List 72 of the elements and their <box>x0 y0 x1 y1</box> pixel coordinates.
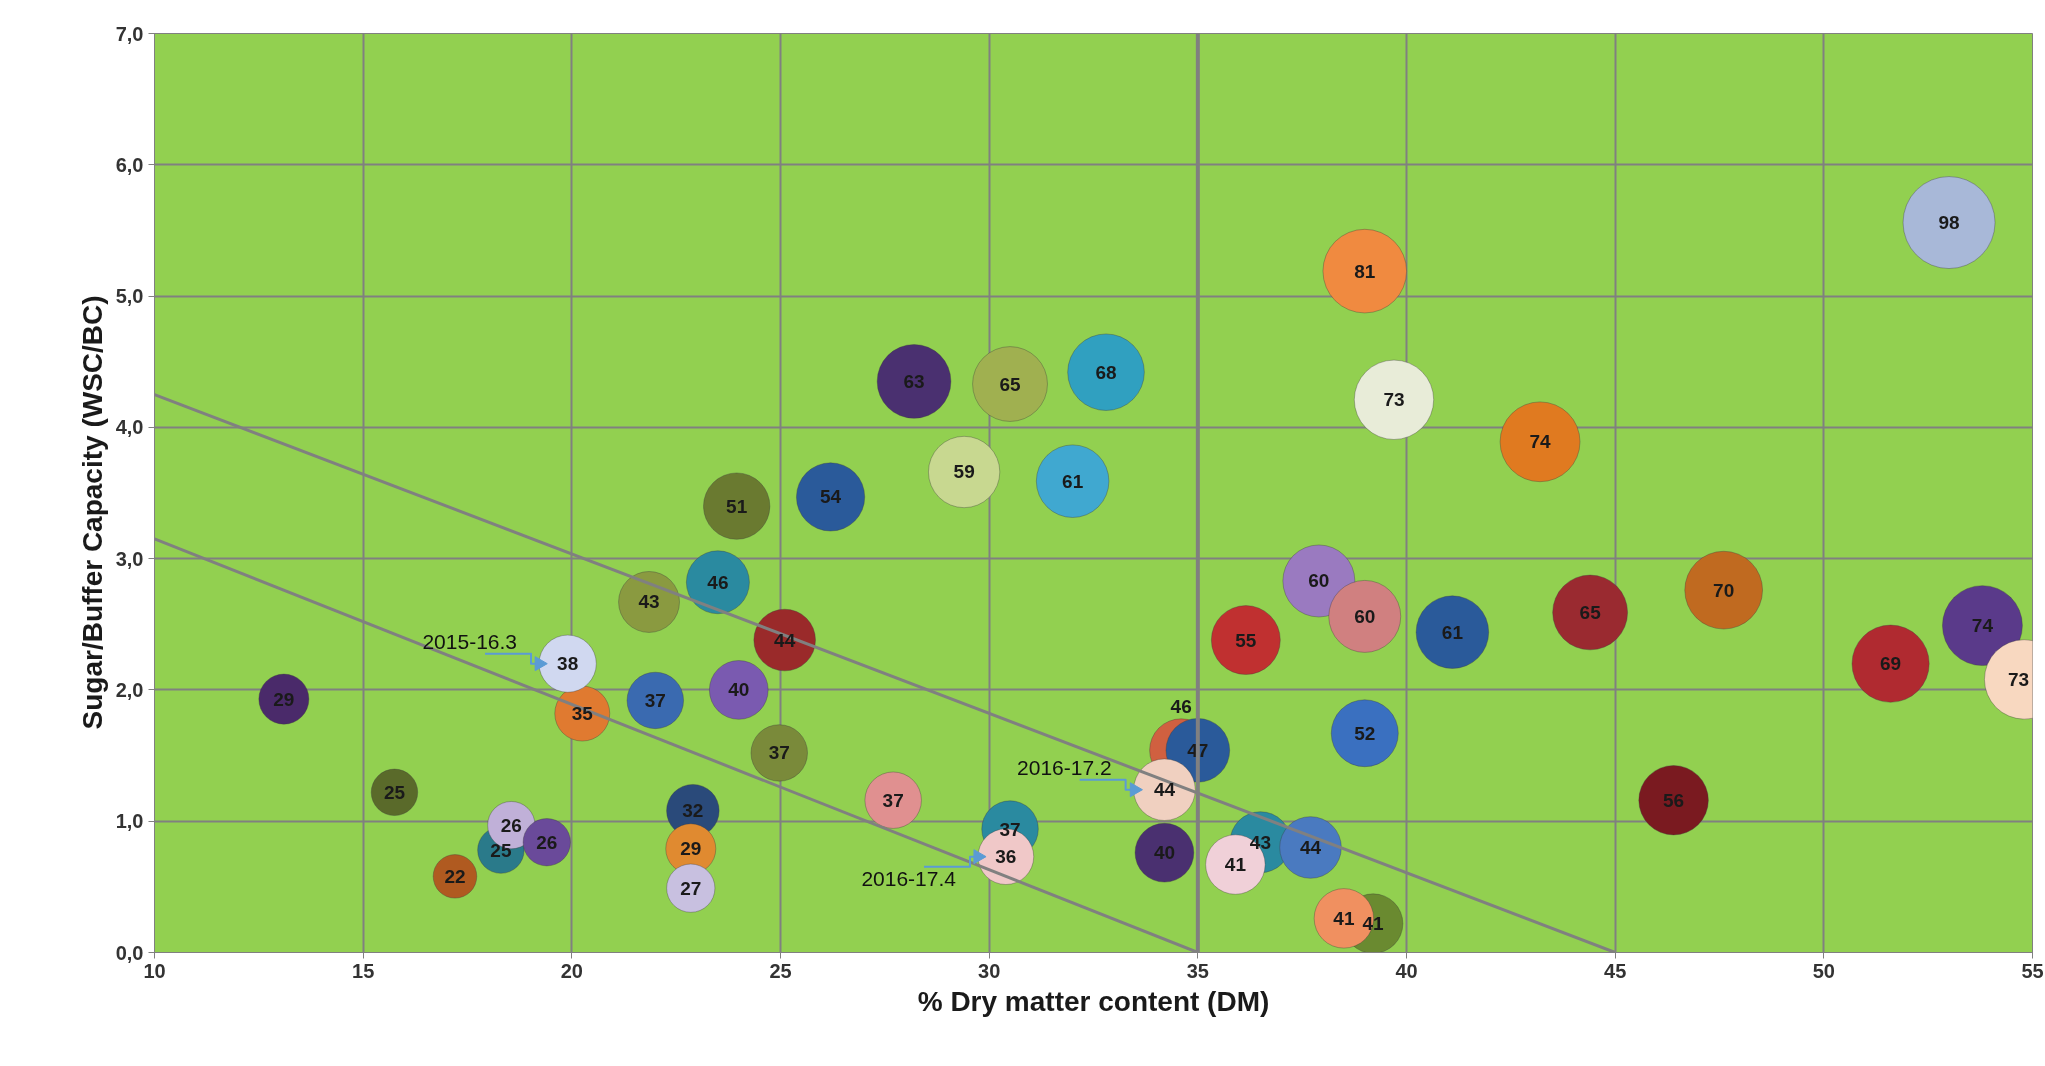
data-label: 70 <box>1713 579 1735 601</box>
data-label: 37 <box>644 689 666 711</box>
data-label: 37 <box>768 742 790 764</box>
x-tick-label: 50 <box>1812 959 1835 982</box>
y-tick-label: 0,0 <box>115 941 144 964</box>
data-label: 29 <box>680 838 702 860</box>
y-tick-label: 2,0 <box>115 678 144 701</box>
data-label: 37 <box>882 789 904 811</box>
data-label: 25 <box>490 839 512 861</box>
data-label: 69 <box>1880 653 1902 675</box>
data-label: 61 <box>1441 621 1464 643</box>
x-tick-label: 55 <box>2021 959 2044 982</box>
data-label: 59 <box>953 461 975 483</box>
annotation: 2015-16.3 <box>422 629 518 653</box>
data-label: 68 <box>1095 361 1117 383</box>
data-label: 41 <box>1333 907 1355 929</box>
x-tick-label: 45 <box>1604 959 1627 982</box>
data-label: 52 <box>1354 722 1376 744</box>
data-label: 38 <box>557 653 579 675</box>
y-tick-label: 1,0 <box>115 810 144 833</box>
data-label: 41 <box>1224 854 1247 876</box>
data-label: 60 <box>1354 605 1376 627</box>
x-tick-label: 30 <box>978 959 1001 982</box>
y-tick-label: 4,0 <box>115 416 144 439</box>
data-label: 41 <box>1362 913 1385 935</box>
data-label: 29 <box>273 688 295 710</box>
data-label: 37 <box>999 818 1021 840</box>
data-label: 40 <box>1153 842 1176 864</box>
annotation: 2016-17.4 <box>861 866 957 890</box>
data-label: 61 <box>1062 470 1084 492</box>
data-label: 44 <box>774 629 796 651</box>
data-label: 44 <box>1299 836 1322 858</box>
data-label: 55 <box>1235 629 1257 651</box>
data-label: 81 <box>1354 260 1376 282</box>
data-label: 22 <box>444 865 466 887</box>
data-label: 98 <box>1938 212 1960 234</box>
data-label: 51 <box>726 495 748 517</box>
x-tick-label: 40 <box>1395 959 1418 982</box>
data-label: 73 <box>2007 668 2030 690</box>
y-axis-title: Sugar/Buffer Capacity (WSC/BC) <box>76 295 108 730</box>
data-label: 44 <box>1153 779 1176 801</box>
x-tick-label: 35 <box>1186 959 1209 982</box>
data-label: 40 <box>728 679 750 701</box>
data-label: 27 <box>680 877 702 899</box>
x-tick-label: 15 <box>352 959 375 982</box>
data-label: 65 <box>1579 601 1602 623</box>
data-label: 25 <box>383 781 406 803</box>
y-tick-label: 7,0 <box>115 22 144 45</box>
x-tick-label: 10 <box>143 959 166 982</box>
y-tick-label: 6,0 <box>115 153 144 176</box>
data-label: 26 <box>500 814 522 836</box>
data-label: 43 <box>638 591 660 613</box>
data-label: 60 <box>1308 570 1330 592</box>
data-label: 56 <box>1663 789 1685 811</box>
x-tick-label: 20 <box>560 959 583 982</box>
data-label: 26 <box>536 831 558 853</box>
data-label: 54 <box>820 486 842 508</box>
data-label: 36 <box>995 846 1017 868</box>
y-tick-label: 5,0 <box>115 285 144 308</box>
data-label: 74 <box>1529 431 1552 453</box>
x-axis-title: % Dry matter content (DM) <box>917 985 1270 1017</box>
y-tick-label: 3,0 <box>115 547 144 570</box>
data-label: 46 <box>1170 696 1192 718</box>
data-label: 74 <box>1971 615 1994 637</box>
data-label: 65 <box>999 373 1022 395</box>
data-label: 35 <box>571 703 594 725</box>
data-label: 63 <box>903 370 925 392</box>
x-tick-label: 25 <box>769 959 792 982</box>
data-label: 46 <box>707 571 729 593</box>
data-label: 73 <box>1383 389 1405 411</box>
annotation: 2016-17.2 <box>1017 755 1112 779</box>
data-label: 32 <box>682 800 704 822</box>
